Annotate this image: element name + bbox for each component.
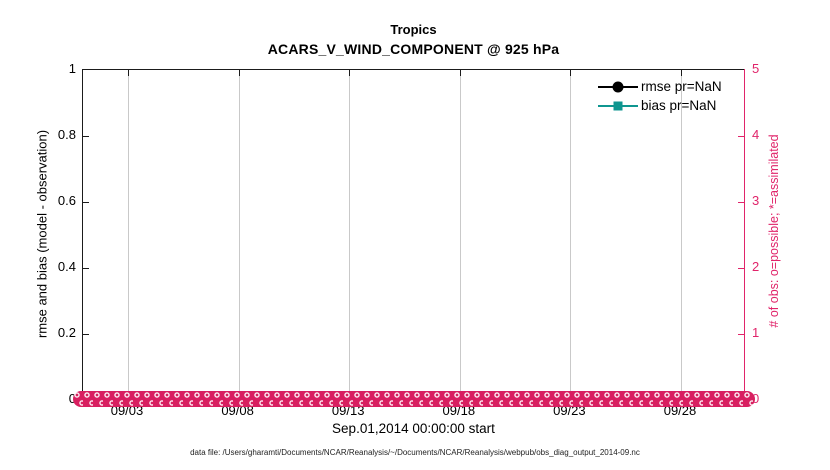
y-left-tick-label: 0.2 [57, 325, 76, 340]
tick-mark [681, 70, 682, 76]
y-right-tick-label: 3 [752, 193, 760, 208]
tick-mark [83, 136, 89, 137]
tick-mark [83, 268, 89, 269]
y-right-tick-label: 4 [752, 127, 760, 142]
obs-markers-band [73, 391, 755, 407]
tick-mark [738, 202, 744, 203]
x-gridline [459, 70, 461, 398]
plot-subtitle: ACARS_V_WIND_COMPONENT @ 925 hPa [267, 41, 560, 57]
tick-mark [738, 268, 744, 269]
legend-label-bias: bias pr=NaN [641, 98, 717, 113]
tick-mark [738, 136, 744, 137]
y-right-tick-label: 5 [752, 61, 760, 76]
y-left-tick-label: 1 [68, 61, 76, 76]
legend-label-rmse: rmse pr=NaN [641, 79, 722, 94]
plot-title: Tropics [390, 22, 437, 37]
x-gridline [570, 70, 572, 398]
tick-mark [83, 334, 89, 335]
plot-area [82, 69, 745, 399]
y-right-tick-label: 1 [752, 325, 760, 340]
y-axis-label-right: # of obs: o=possible; *=assimilated [767, 134, 781, 328]
y-right-tick-label: 2 [752, 259, 760, 274]
legend-entry-bias: bias pr=NaN [598, 96, 722, 115]
right-axis-line [743, 69, 746, 399]
tick-mark [349, 70, 351, 76]
rmse-line-sample [598, 77, 638, 96]
tick-mark [238, 70, 240, 76]
y-left-tick-label: 0.8 [57, 127, 76, 142]
y-left-tick-label: 0 [26, 391, 76, 407]
bias-square-marker-icon [613, 101, 623, 110]
tick-mark [83, 202, 89, 203]
tick-mark [570, 70, 572, 76]
tick-mark [738, 334, 744, 335]
x-gridline [238, 70, 240, 398]
x-axis-label: Sep.01,2014 00:00:00 start [332, 421, 495, 436]
y-left-tick-label: 0.6 [57, 193, 76, 208]
y-right-tick-label: 0 [752, 391, 760, 406]
legend-entry-rmse: rmse pr=NaN [598, 77, 722, 96]
bias-line-sample [598, 96, 638, 115]
y-axis-label-left: rmse and bias (model - observation) [34, 129, 50, 339]
legend: rmse pr=NaN bias pr=NaN [598, 77, 722, 115]
x-gridline [681, 70, 682, 398]
x-gridline [349, 70, 351, 398]
rmse-circle-marker-icon [612, 81, 624, 92]
datafile-footnote: data file: /Users/gharamti/Documents/NCA… [190, 448, 640, 457]
x-gridline [128, 70, 129, 398]
tick-mark [128, 70, 129, 76]
tick-mark [459, 70, 461, 76]
y-left-tick-label: 0.4 [57, 259, 76, 274]
